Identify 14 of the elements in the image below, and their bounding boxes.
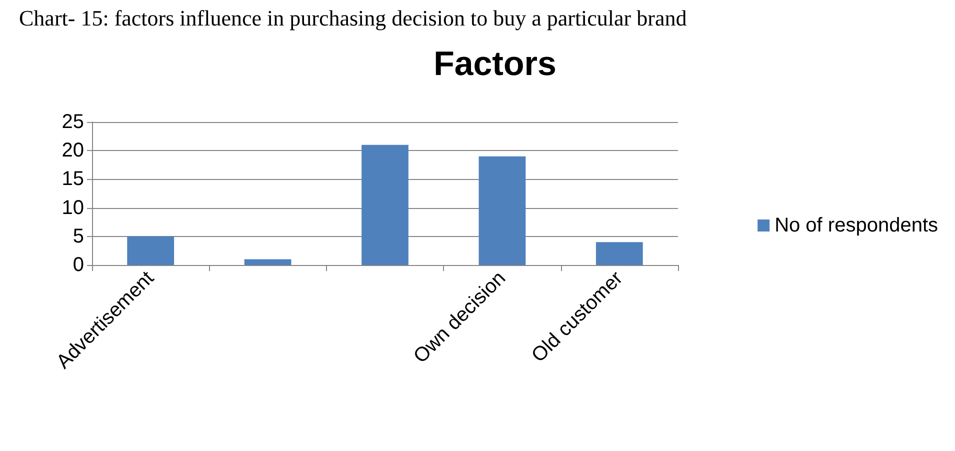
text: Chart- 15: factors influence in purchasing decision to buy a particular brand [19,6,687,30]
y-tick-label: 10 [62,196,84,219]
bar [127,236,174,265]
y-tick-label: 20 [62,140,84,162]
y-tick-label: 0 [72,254,84,276]
y-tick-label: 25 [62,111,84,133]
y-tick-label: 15 [62,168,84,190]
bar [362,144,408,265]
y-tick-label: 5 [72,225,84,248]
bar [596,242,643,265]
chart-title: Factors [434,45,556,83]
bar [244,259,292,265]
legend-label: No of respondents [774,214,938,236]
bar [478,156,526,265]
